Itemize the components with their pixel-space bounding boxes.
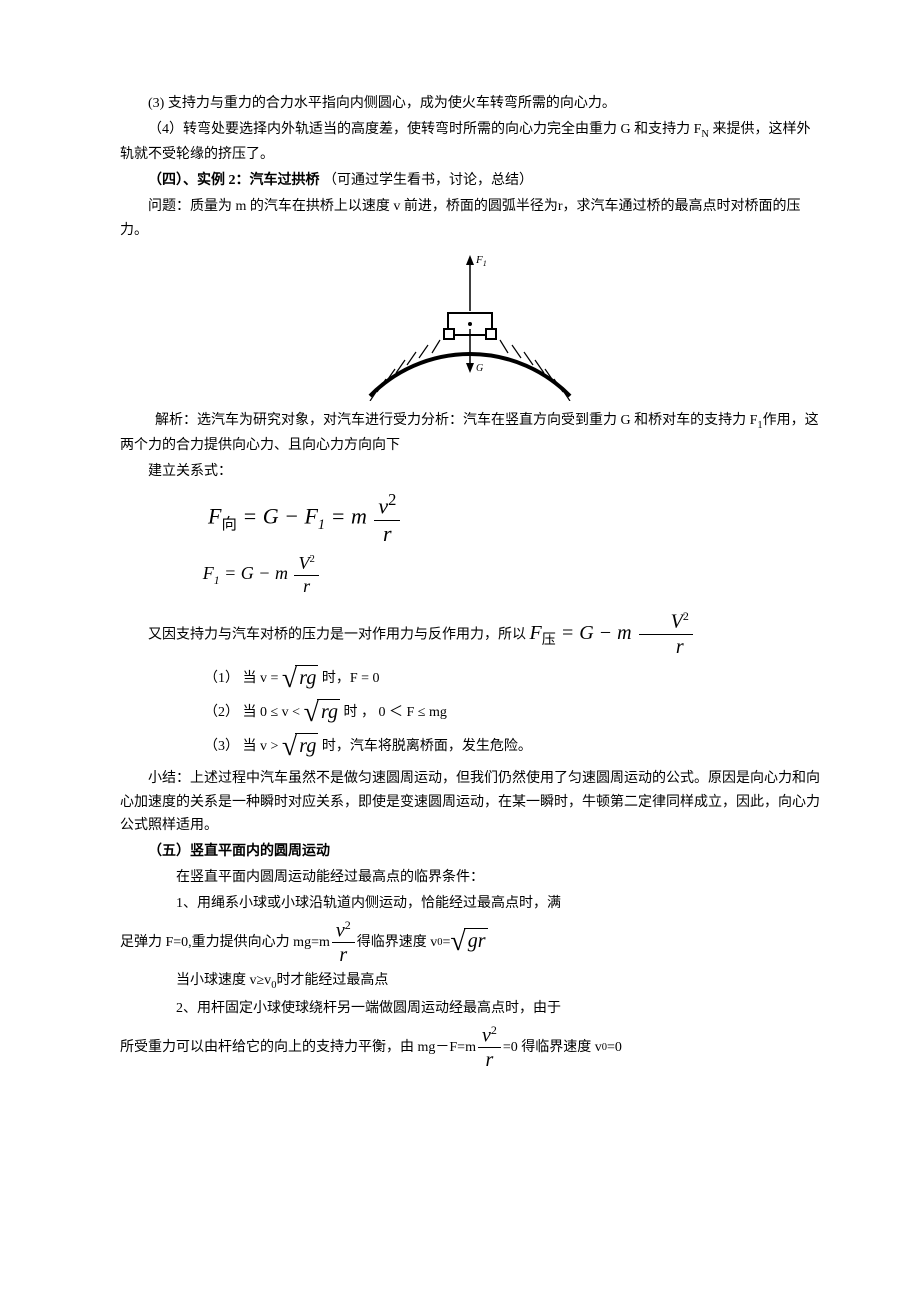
f2-eq: = — [224, 563, 241, 583]
section-4-title: （四）、实例 2：汽车过拱桥 — [148, 173, 320, 188]
condition-1: （1） 当 v = rg 时，F = 0 — [204, 665, 820, 693]
s5-frac-2: v2 r — [476, 1023, 503, 1073]
sqrt-rg-1: rg — [282, 665, 318, 693]
s5-3b: 得临界速度 v — [357, 931, 438, 955]
point-4: （4）转弯处要选择内外轨适当的高度差，使转弯时所需的向心力完全由重力 G 和支持… — [120, 118, 820, 167]
analysis-2: 建立关系式： — [120, 460, 820, 484]
point-4-text: （4）转弯处要选择内外轨适当的高度差，使转弯时所需的向心力完全由重力 G 和支持… — [148, 122, 701, 137]
sqrt-rg-2: rg — [304, 699, 340, 727]
f-frac: v2 r — [374, 490, 400, 547]
c3-post: 时，汽车将脱离桥面，发生危险。 — [322, 739, 532, 754]
c1-pre: （1） 当 v = — [204, 671, 282, 686]
s5-6b: =0 得临界速度 v — [503, 1036, 602, 1060]
f-m: m — [351, 503, 367, 528]
s5-6c: =0 — [607, 1036, 622, 1060]
f-eq2: = — [331, 503, 351, 528]
condition-2: （2） 当 0 ≤ v < rg 时 ， 0 ＜ F ≤ mg — [204, 699, 820, 727]
c1-post: 时，F = 0 — [322, 671, 380, 686]
c3-pre: （3） 当 v > — [204, 739, 282, 754]
condition-3: （3） 当 v > rg 时，汽车将脱离桥面，发生危险。 — [204, 733, 820, 761]
f2-minus: − — [258, 563, 275, 583]
f2-m: m — [275, 563, 288, 583]
f-minus1: − — [284, 503, 304, 528]
s5-line3: 足弹力 F=0,重力提供向心力 mg=m v2 r 得临界速度 v0= gr — [120, 918, 820, 968]
f2-F1-sub: 1 — [214, 574, 220, 587]
force-f1-arrow — [466, 255, 474, 265]
s5-6a: 所受重力可以由杆给它的向上的支持力平衡，由 mg－F=m — [120, 1036, 476, 1060]
f-G: G — [263, 503, 279, 528]
f-lhs: F — [208, 503, 221, 528]
s5-4-tail: 时才能经过最高点 — [276, 973, 388, 988]
sqrt-rg-3: rg — [282, 733, 318, 761]
s5-line4: 当小球速度 v≥v0时才能经过最高点 — [120, 969, 820, 995]
f-lhs-sub: 向 — [221, 516, 236, 533]
point-3: (3) 支持力与重力的合力水平指向内侧圆心，成为使火车转弯所需的向心力。 — [120, 92, 820, 116]
f2-F1: F — [203, 563, 214, 583]
s5-line1: 在竖直平面内圆周运动能经过最高点的临界条件： — [120, 866, 820, 890]
f-eq1: = — [242, 503, 262, 528]
formula-centripetal: F向 = G − F1 = m v2 r — [208, 490, 820, 547]
point-4-sub: N — [701, 129, 709, 140]
section-4-heading: （四）、实例 2：汽车过拱桥 （可通过学生看书，讨论，总结） — [120, 169, 820, 193]
problem-statement: 问题：质量为 m 的汽车在拱桥上以速度 v 前进，桥面的圆弧半径为r，求汽车通过… — [120, 195, 820, 243]
f2-G: G — [241, 563, 254, 583]
action-reaction-line: 又因支持力与汽车对桥的压力是一对作用力与反作用力，所以 F压 = G − m V… — [120, 609, 820, 659]
analysis-1-text: 解析：选汽车为研究对象，对汽车进行受力分析：汽车在竖直方向受到重力 G 和桥对车… — [155, 413, 757, 428]
s5-line5: 2、用杆固定小球使球绕杆另一端做圆周运动经最高点时，由于 — [120, 997, 820, 1021]
c2-pre: （2） 当 0 ≤ v < — [204, 705, 304, 720]
car-wheel-right — [486, 329, 496, 339]
car-wheel-left — [444, 329, 454, 339]
f2-frac: V2 r — [294, 553, 318, 597]
f-F1-sub: 1 — [318, 517, 325, 533]
s5-3c: = — [443, 931, 451, 955]
summary: 小结：上述过程中汽车虽然不是做匀速圆周运动，但我们仍然使用了匀速圆周运动的公式。… — [120, 767, 820, 838]
label-f1: F1 — [475, 254, 487, 268]
s5-line2: 1、用绳系小球或小球沿轨道内侧运动，恰能经过最高点时，满 — [120, 892, 820, 916]
section-5-title: （五）竖直平面内的圆周运动 — [120, 840, 820, 864]
s5-4: 当小球速度 v≥v — [176, 973, 271, 988]
bridge-svg: F1 G — [350, 251, 590, 401]
formula-pressure: F压 = G − m V2 r — [530, 622, 695, 644]
pair-text: 又因支持力与汽车对桥的压力是一对作用力与反作用力，所以 — [148, 628, 526, 643]
sqrt-gr: gr — [450, 928, 487, 956]
c2-post: 时 ， 0 ＜ F ≤ mg — [344, 705, 447, 720]
car-center — [468, 322, 472, 326]
formula-f1: F1 = G − m V2 r — [203, 553, 820, 597]
section-4-note: （可通过学生看书，讨论，总结） — [320, 173, 534, 188]
force-g-arrow — [466, 363, 474, 373]
s5-line6: 所受重力可以由杆给它的向上的支持力平衡，由 mg－F=m v2 r =0 得临界… — [120, 1023, 820, 1073]
bridge-diagram: F1 G — [120, 251, 820, 401]
analysis-1: 解析：选汽车为研究对象，对汽车进行受力分析：汽车在竖直方向受到重力 G 和桥对车… — [120, 409, 820, 458]
s5-frac: v2 r — [330, 918, 357, 968]
s5-3a: 足弹力 F=0,重力提供向心力 mg=m — [120, 931, 330, 955]
f-F1: F — [304, 503, 317, 528]
label-g: G — [476, 363, 483, 374]
